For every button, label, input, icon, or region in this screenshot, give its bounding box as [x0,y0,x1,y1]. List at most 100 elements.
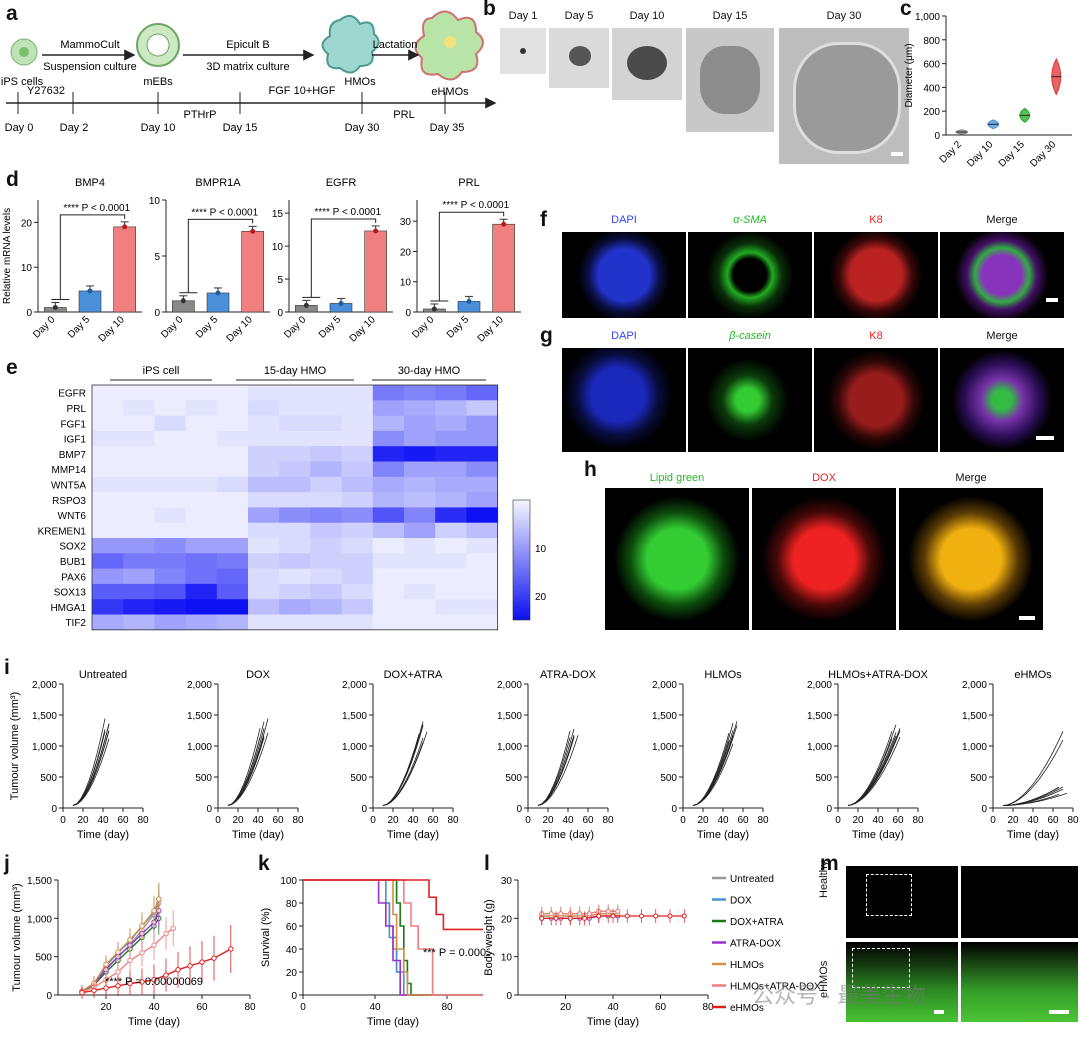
e-cell [185,476,218,493]
i-xlabel: Time (day) [697,829,749,841]
j-annotation: **** P = 0.00000069 [105,976,203,988]
e-cell [123,522,155,539]
e-cell [92,492,124,508]
h-label-merge: Merge [955,472,987,484]
i-xtick: 0 [680,815,686,826]
e-cell [279,553,311,570]
d-point [303,302,309,308]
j-point [170,925,176,932]
e-cell [248,446,280,462]
k-xlabel: Time (day) [367,1016,419,1028]
b-day1-photo [500,28,546,74]
g-k8-image [814,348,938,452]
g-label-dapi: DAPI [611,330,637,342]
e-cell [248,553,280,570]
e-cell [123,461,155,478]
j-xtick: 60 [196,1002,208,1013]
e-cell [279,538,311,554]
e-cell [279,446,311,462]
g-bcasein-image [688,348,812,452]
e-cell [92,461,124,478]
l-point [615,908,621,914]
panel-letter-m: m [820,852,839,875]
e-cell [216,446,249,462]
f-label-k8: K8 [869,214,883,226]
e-cell [435,400,467,417]
l-xlabel: Time (day) [587,1016,639,1028]
i-chart-title: ATRA-DOX [540,669,597,681]
e-gene-label: SOX2 [59,542,86,553]
d-ytick: 10 [21,263,33,274]
i-xtick: 0 [835,815,841,826]
e-cell [341,476,374,493]
e-cell [123,583,155,600]
i-tumour-line [382,742,424,806]
h-scale-bar [1019,616,1035,620]
i-xtick: 60 [117,815,129,826]
l-point [582,915,587,921]
i-chart-title: DOX [246,669,271,681]
e-cell [466,430,499,447]
e-cell [92,522,124,539]
i-tumour-line [382,742,424,806]
e-cell [279,430,311,447]
e-colorbar [512,499,531,621]
e-cell [216,461,249,478]
h-dox-image [752,488,896,630]
e-cell [248,415,280,432]
e-cell [372,553,405,570]
i-ytick: 1,500 [342,711,367,722]
svg-text:PTHrP: PTHrP [184,109,217,121]
e-cell [279,476,311,493]
e-colorbar-tick: 10 [535,544,547,555]
e-cell [341,461,374,478]
i-xtick: 0 [370,815,376,826]
e-cell [310,400,343,417]
i-xtick: 0 [215,815,221,826]
c-xtick: Day 10 [965,139,995,169]
i-chart-title: DOX+ATRA [384,669,443,681]
l-xtick: 80 [702,1002,714,1013]
l-point [653,913,659,919]
i-tumour-line [227,718,269,806]
e-cell [404,553,436,570]
e-cell [185,599,218,615]
d-chart-title: EGFR [326,177,357,189]
i-ytick: 500 [505,773,522,784]
j-point [211,955,217,961]
i-xtick: 20 [697,815,709,826]
i-xtick: 60 [582,815,594,826]
e-cell [404,614,436,631]
l-legend-label: HLMOs [730,960,764,971]
d-sig: **** P < 0.0001 [191,207,258,218]
e-gene-label: PRL [67,404,87,415]
e-cell [341,507,374,524]
e-cell [185,415,218,432]
e-cell [466,415,499,432]
d-point [122,224,128,230]
e-cell [185,400,218,417]
j-point [151,942,157,948]
i-xtick: 80 [757,815,769,826]
svg-text:3D matrix culture: 3D matrix culture [206,61,289,73]
e-cell [248,385,280,401]
e-cell [466,461,499,478]
e-cell [123,446,155,462]
e-cell [466,538,499,554]
e-cell [248,568,280,585]
e-group-label: 30-day HMO [398,365,461,377]
d-ytick: 10 [272,242,284,253]
svg-text:Suspension culture: Suspension culture [43,61,137,73]
e-cell [341,583,374,600]
l-xtick: 40 [607,1002,619,1013]
i-ytick: 2,000 [497,680,522,691]
svg-text:Day 0: Day 0 [5,122,34,134]
i-tumour-line [1002,739,1064,806]
e-cell [404,538,436,554]
e-cell [279,568,311,585]
e-cell [185,583,218,600]
e-cell [435,614,467,631]
i-xtick: 80 [292,815,304,826]
e-cell [466,599,499,615]
e-gene-label: SOX13 [54,588,87,599]
